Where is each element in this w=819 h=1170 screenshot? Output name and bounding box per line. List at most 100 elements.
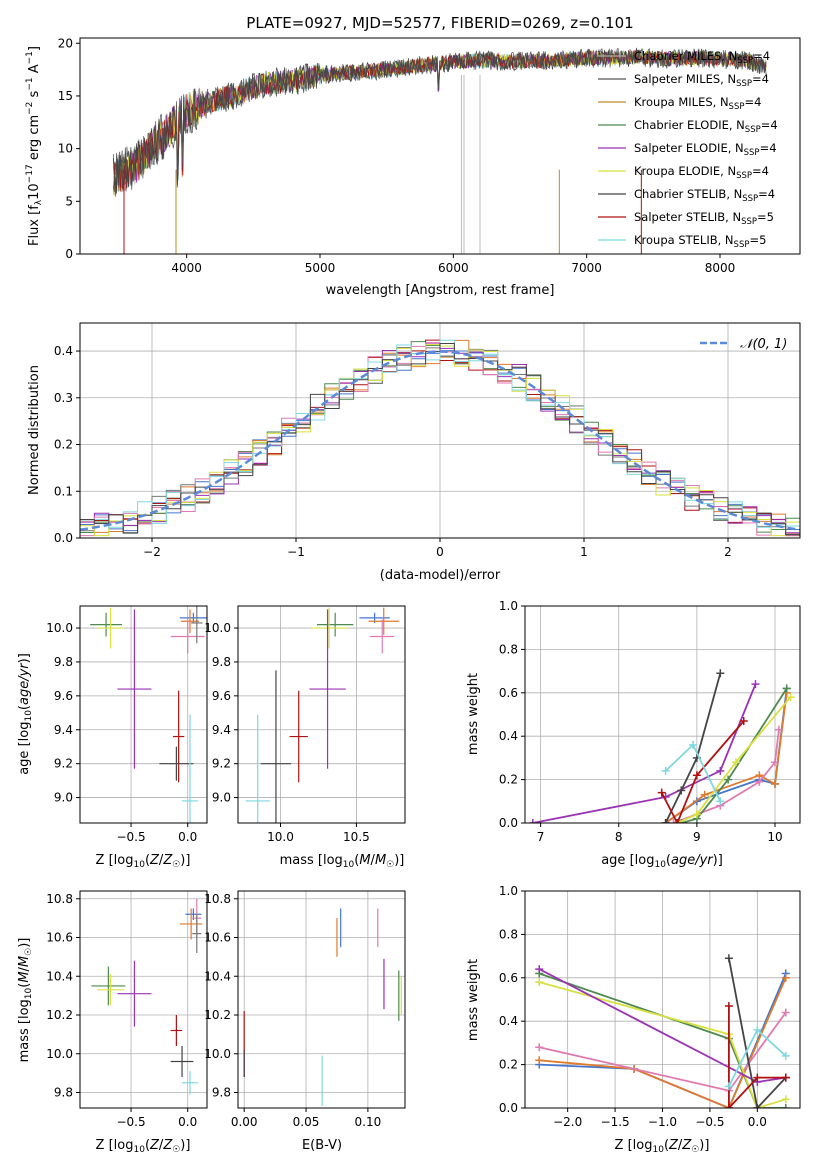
errorbar-point bbox=[191, 606, 203, 644]
y-tick-label: 0.4 bbox=[499, 729, 518, 743]
legend-label: Salpeter ELODIE, NSSP=4 bbox=[634, 141, 777, 158]
x-axis-label: age [log10(age/yr)] bbox=[601, 853, 723, 870]
x-tick-label: 0.0 bbox=[178, 830, 197, 844]
residuals-plot bbox=[80, 339, 800, 537]
x-tick-label: 8000 bbox=[705, 261, 736, 275]
age_vs_Z-plot bbox=[90, 606, 207, 823]
x-tick-label: −1.5 bbox=[601, 1115, 630, 1129]
series-marker bbox=[716, 766, 725, 775]
errorbar-point bbox=[97, 607, 125, 649]
x-axis-label: mass [log10(M/M☉)] bbox=[280, 853, 405, 870]
y-tick-label: 0.3 bbox=[54, 391, 73, 405]
y-tick-label: 9.6 bbox=[54, 689, 73, 703]
axes-frame bbox=[79, 322, 801, 539]
y-tick-label: 0.1 bbox=[54, 484, 73, 498]
x-tick-label: 0.10 bbox=[355, 1115, 382, 1129]
errorbar-point bbox=[182, 714, 198, 823]
errorbar-point bbox=[159, 746, 194, 781]
series-marker bbox=[692, 771, 701, 780]
x-tick-label: 10.5 bbox=[343, 830, 370, 844]
series-line bbox=[532, 683, 757, 823]
x-tick-label: 7000 bbox=[571, 261, 602, 275]
y-tick-label: 10.4 bbox=[204, 969, 231, 983]
legend-label: Kroupa STELIB, NSSP=5 bbox=[634, 233, 766, 250]
massweight_vs_Z-plot bbox=[535, 954, 790, 1108]
normal-curve bbox=[80, 350, 800, 532]
x-axis-label: Z [log10(Z/Z☉)] bbox=[615, 1138, 710, 1155]
series-marker bbox=[528, 819, 537, 823]
legend: Chabrier MILES, NSSP=4 Salpeter MILES, NS… bbox=[598, 49, 778, 250]
errorbar-point bbox=[182, 1071, 198, 1095]
x-tick-label: 0.05 bbox=[293, 1115, 320, 1129]
x-tick-label: 5000 bbox=[305, 261, 336, 275]
x-axis-label: E(B-V) bbox=[302, 1138, 342, 1153]
spectrum-line bbox=[112, 48, 767, 197]
x-tick-label: −0.5 bbox=[116, 830, 145, 844]
series-line bbox=[728, 1006, 786, 1108]
x-tick-label: −2.0 bbox=[553, 1115, 582, 1129]
y-tick-label: 9.8 bbox=[212, 655, 231, 669]
series-marker bbox=[716, 797, 725, 806]
legend-label: Chabrier STELIB, NSSP=4 bbox=[634, 187, 775, 204]
x-tick-label: 9 bbox=[693, 830, 701, 844]
series-marker bbox=[739, 717, 748, 726]
axes-frame bbox=[79, 890, 208, 1109]
y-tick-label: 10.4 bbox=[46, 969, 73, 983]
series-marker bbox=[782, 684, 791, 693]
errorbar-point bbox=[180, 609, 200, 634]
y-axis-label: Flux [fλ10−17 erg cm−2 s−1 A−1] bbox=[25, 46, 44, 246]
y-tick-label: 0.2 bbox=[499, 1058, 518, 1072]
y-tick-label: 10.8 bbox=[204, 892, 231, 906]
y-tick-label: 20 bbox=[58, 36, 73, 50]
series-marker bbox=[724, 1104, 733, 1108]
mass_vs_Z-axes: −0.5 0.0 9.8 10.0 10.2 10.4 10.6 10.8 bbox=[46, 891, 207, 1129]
y-tick-label: 9.8 bbox=[54, 655, 73, 669]
x-tick-label: −0.5 bbox=[116, 1115, 145, 1129]
errorbar-point bbox=[192, 914, 202, 953]
errorbar-point bbox=[170, 1015, 183, 1046]
x-tick-label: 2 bbox=[724, 545, 732, 559]
errorbar-point bbox=[309, 609, 346, 769]
series-marker bbox=[724, 775, 733, 784]
y-axis-label: mass weight bbox=[466, 673, 481, 755]
series-marker bbox=[781, 1051, 790, 1060]
series-marker bbox=[673, 819, 682, 823]
y-tick-label: 10 bbox=[58, 142, 73, 156]
series-marker bbox=[669, 819, 678, 823]
errorbar-point bbox=[179, 908, 203, 940]
x-axis-label: (data-model)/error bbox=[380, 568, 501, 583]
series-marker bbox=[535, 1056, 544, 1065]
series-marker bbox=[688, 740, 697, 749]
legend-label: Kroupa ELODIE, NSSP=4 bbox=[634, 164, 769, 181]
x-tick-label: −2 bbox=[143, 545, 161, 559]
legend-label: Chabrier ELODIE, NSSP=4 bbox=[634, 118, 778, 135]
y-tick-label: 0.2 bbox=[54, 438, 73, 452]
errorbar-point bbox=[260, 670, 292, 823]
y-tick-label: 0.4 bbox=[499, 1014, 518, 1028]
x-tick-label: 0 bbox=[436, 545, 444, 559]
x-tick-label: 10.0 bbox=[267, 830, 294, 844]
y-axis-label: Normed distribution bbox=[27, 365, 42, 495]
errorbar-point bbox=[316, 612, 354, 637]
massweight_vs_age-axes: 7 8 9 10 0.0 0.2 0.4 0.6 0.8 1.0 bbox=[499, 599, 800, 844]
y-tick-label: 1.0 bbox=[499, 599, 518, 613]
y-tick-label: 9.8 bbox=[54, 1086, 73, 1100]
x-axis-label: Z [log10(Z/Z☉)] bbox=[96, 1138, 191, 1155]
series-marker bbox=[535, 965, 544, 974]
series-marker bbox=[753, 1025, 762, 1034]
x-tick-label: 0.0 bbox=[178, 1115, 197, 1129]
x-tick-label: 6000 bbox=[438, 261, 469, 275]
age_vs_mass-plot bbox=[245, 607, 399, 823]
series-marker bbox=[753, 1073, 762, 1082]
series-marker bbox=[755, 777, 764, 786]
series-marker bbox=[700, 790, 709, 799]
spectrum-line bbox=[112, 47, 767, 194]
x-tick-label: 0.0 bbox=[748, 1115, 767, 1129]
x-tick-label: −1.0 bbox=[648, 1115, 677, 1129]
mass_vs_ebv-plot bbox=[243, 908, 402, 1107]
series-marker bbox=[781, 1008, 790, 1017]
mass_vs_ebv-axes: 0.00 0.05 0.10 9.8 10.0 10.2 10.4 10.6 10.8 bbox=[204, 891, 405, 1129]
series-line bbox=[681, 688, 788, 823]
errorbar-point bbox=[172, 690, 185, 783]
